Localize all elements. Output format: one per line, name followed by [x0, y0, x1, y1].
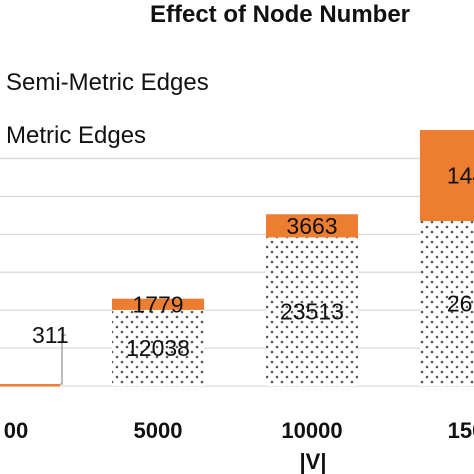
x-tick-1000: 00 — [4, 418, 28, 443]
bar-semi-metric-5000 — [112, 298, 204, 310]
gridlines — [0, 157, 474, 387]
bar-metric-15000 — [420, 221, 474, 386]
x-axis-label: |V| — [300, 449, 327, 474]
legend-metric: Metric Edges — [6, 122, 146, 149]
data-labels: 311 12038 1779 23513 3663 261 144 — [32, 163, 474, 385]
bar-semi-metric-1000 — [0, 384, 60, 387]
leader-line — [60, 334, 66, 385]
x-tick-labels: 00 5000 10000 150 — [4, 418, 474, 443]
chart-title: Effect of Node Number — [150, 1, 410, 28]
legend-semi-metric: Semi-Metric Edges — [6, 69, 209, 96]
label-semi-metric-5000: 1779 — [132, 291, 183, 317]
bar-semi-metric-10000 — [266, 214, 358, 238]
bars — [0, 130, 474, 387]
bar-metric-5000 — [112, 309, 204, 386]
bar-metric-10000 — [266, 237, 358, 386]
x-tick-10000: 10000 — [281, 418, 342, 443]
label-metric-15000: 261 — [447, 291, 474, 317]
label-semi-metric-10000: 3663 — [286, 213, 337, 239]
label-metric-10000: 23513 — [280, 299, 344, 325]
label-metric-5000: 12038 — [126, 335, 190, 361]
x-tick-15000: 150 — [448, 418, 474, 443]
label-semi-metric-1000: 311 — [32, 322, 69, 348]
x-tick-5000: 5000 — [134, 418, 183, 443]
bar-semi-metric-15000 — [420, 130, 474, 222]
label-semi-metric-15000: 144 — [447, 163, 474, 189]
